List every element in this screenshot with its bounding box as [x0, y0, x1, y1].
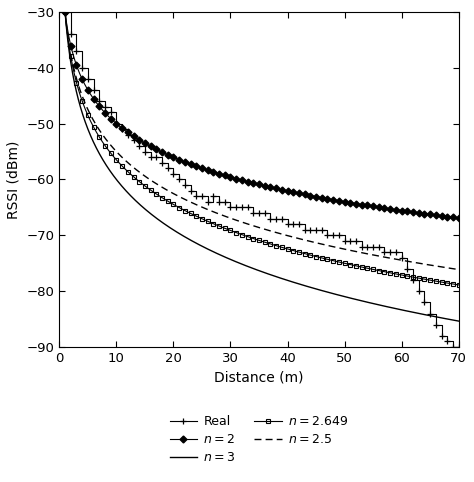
- Y-axis label: RSSI (dBm): RSSI (dBm): [7, 140, 21, 219]
- X-axis label: Distance (m): Distance (m): [214, 371, 304, 385]
- Legend: Real, $n = 2$, $n = 3$, $n = 2.649$, $n = 2.5$: Real, $n = 2$, $n = 3$, $n = 2.649$, $n …: [164, 410, 353, 469]
